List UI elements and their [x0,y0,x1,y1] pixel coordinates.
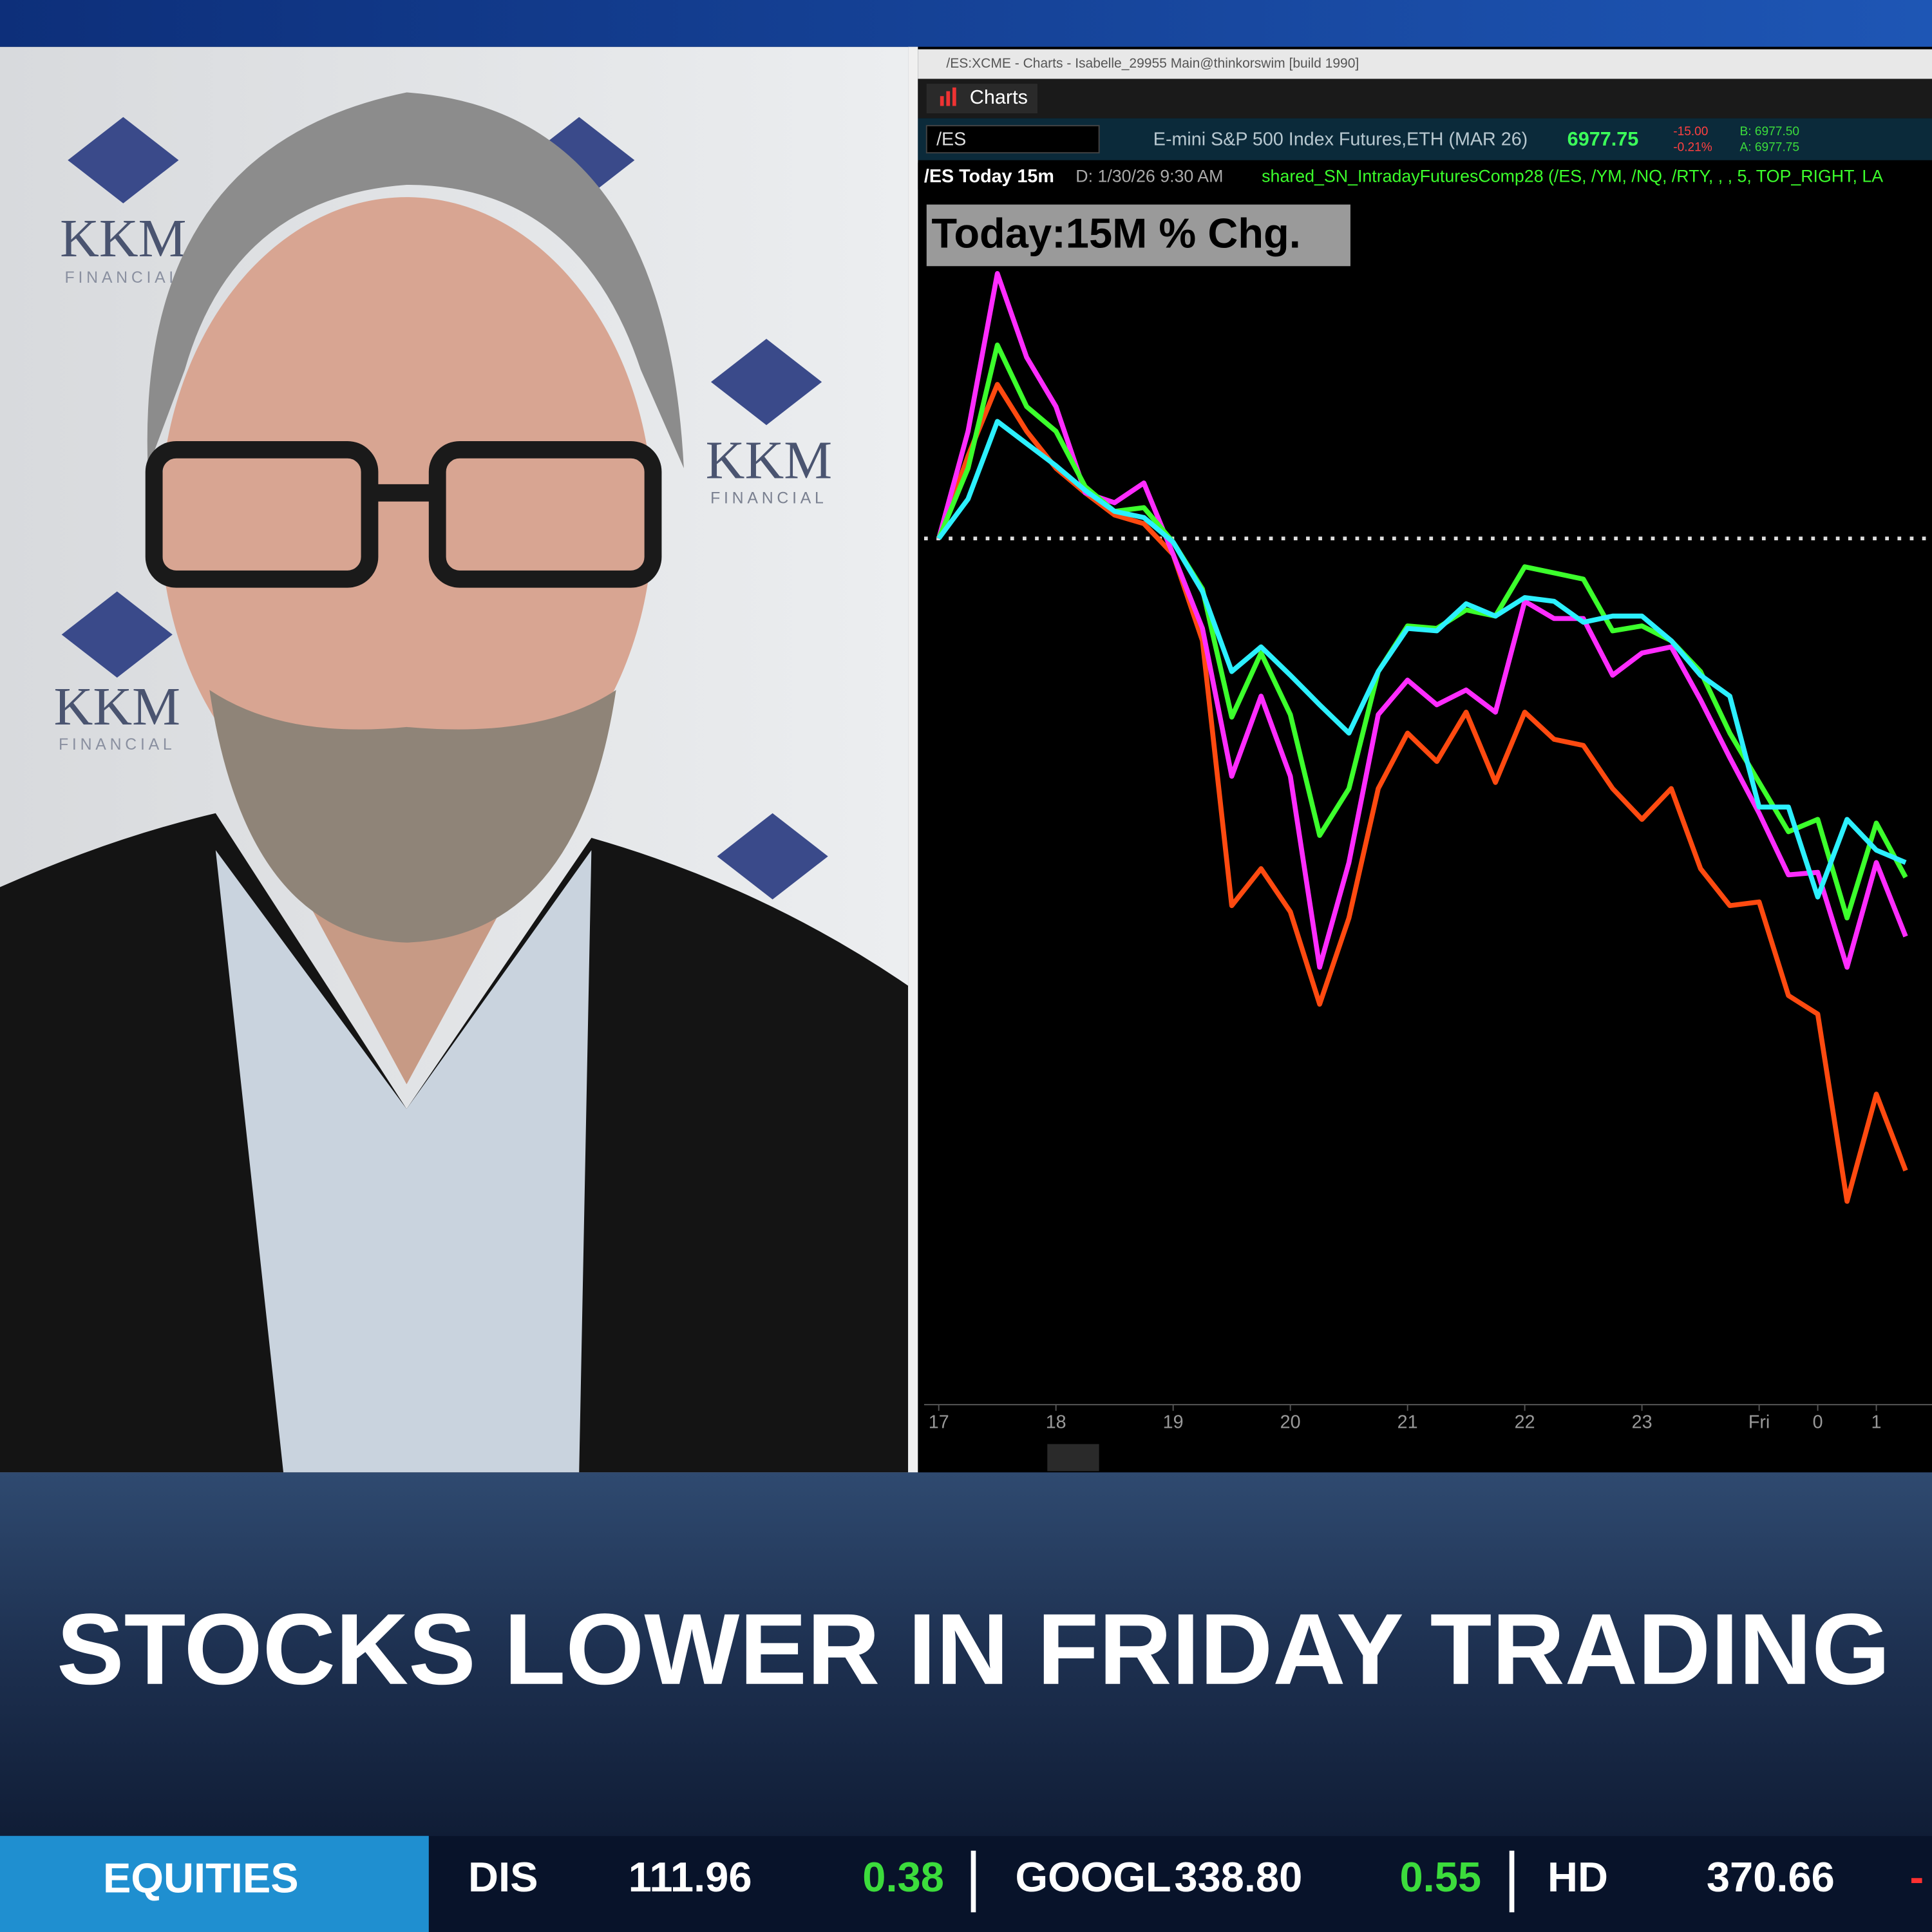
window-title: /ES:XCME - Charts - Isabelle_29955 Main@… [946,56,1359,71]
x-tick-label: 17 [929,1412,949,1432]
x-tick-label: 23 [1632,1412,1653,1432]
study: shared_SN_IntradayFuturesComp28 (/ES, /Y… [1262,167,1883,186]
ticker-symbol: GOOGL [1016,1853,1171,1900]
divider [908,46,918,1473]
chart-label: /ES Today 15m [924,166,1054,187]
x-tick-label: 1 [1871,1412,1882,1432]
glasses [145,440,662,588]
change-pct: -0.21% [1673,141,1712,155]
ticker-separator [1509,1850,1515,1913]
ticker-symbol: DIS [468,1853,538,1900]
x-tick-label: 18 [1046,1412,1066,1432]
ticker-label-box [0,1835,429,1932]
ticker-symbol: HD [1548,1853,1608,1900]
face [160,197,654,838]
top-band [0,0,1932,47]
tab-label[interactable]: Charts [970,86,1028,108]
info-bar [918,162,1932,190]
series-line [936,419,1907,900]
plot: 17 18 19 20 21 22 23 Fri 0 1 [923,270,1932,1432]
lower-third [0,1472,1932,1836]
ticker-change: - [1910,1853,1924,1900]
x-tick-label: Fri [1748,1412,1770,1432]
chart-title: Today:15M % Chg. [931,210,1300,257]
x-tick-label: 22 [1515,1412,1535,1432]
symbol[interactable]: /ES [936,129,966,150]
chart-window [918,46,1932,1473]
ask: A: 6977.75 [1740,141,1800,155]
logo-text: KKM [60,209,186,269]
ticker-price: 111.96 [629,1853,752,1900]
logo-text: KKM [54,677,180,737]
x-tick-label: 21 [1397,1412,1418,1432]
video-panel: KKM KKM FINANCIAL KKM FINANCIAL FINANCIA… [0,46,909,1473]
scroll-handle[interactable] [1047,1444,1099,1472]
tab-bar [918,79,1932,118]
logo-subtext: FINANCIAL [59,735,176,753]
ticker-price: 370.66 [1707,1853,1835,1900]
x-tick-label: 19 [1163,1412,1184,1432]
x-tick-label: 0 [1813,1412,1823,1432]
change: -15.00 [1673,125,1708,138]
ticker-separator [971,1850,976,1913]
symbol-box[interactable] [925,125,1100,154]
tab[interactable] [926,84,1037,114]
window-titlebar [918,49,1932,79]
ticker-price: 338.80 [1174,1853,1302,1900]
beard [209,690,616,943]
ticker-change: 0.38 [862,1853,944,1900]
headline: STOCKS LOWER IN FRIDAY TRADING [57,1593,1890,1706]
x-tick-label: 20 [1280,1412,1301,1432]
logo-subtext: FINANCIAL [65,269,182,287]
logo-subtext: FINANCIAL [710,489,828,507]
description: E-mini S&P 500 Index Futures,ETH (MAR 26… [1153,129,1528,150]
chart-date: D: 1/30/26 9:30 AM [1075,167,1223,186]
last-price: 6977.75 [1567,128,1639,150]
plot-area [923,270,1932,1204]
chart-title-box [926,204,1350,267]
logo-text: KKM [706,431,832,491]
ticker-change: 0.55 [1399,1853,1481,1900]
ticker-label: EQUITIES [103,1855,299,1902]
shirt [215,850,592,1473]
bid: B: 6977.50 [1740,125,1800,138]
hair [147,92,684,469]
series-line [936,382,1908,1204]
